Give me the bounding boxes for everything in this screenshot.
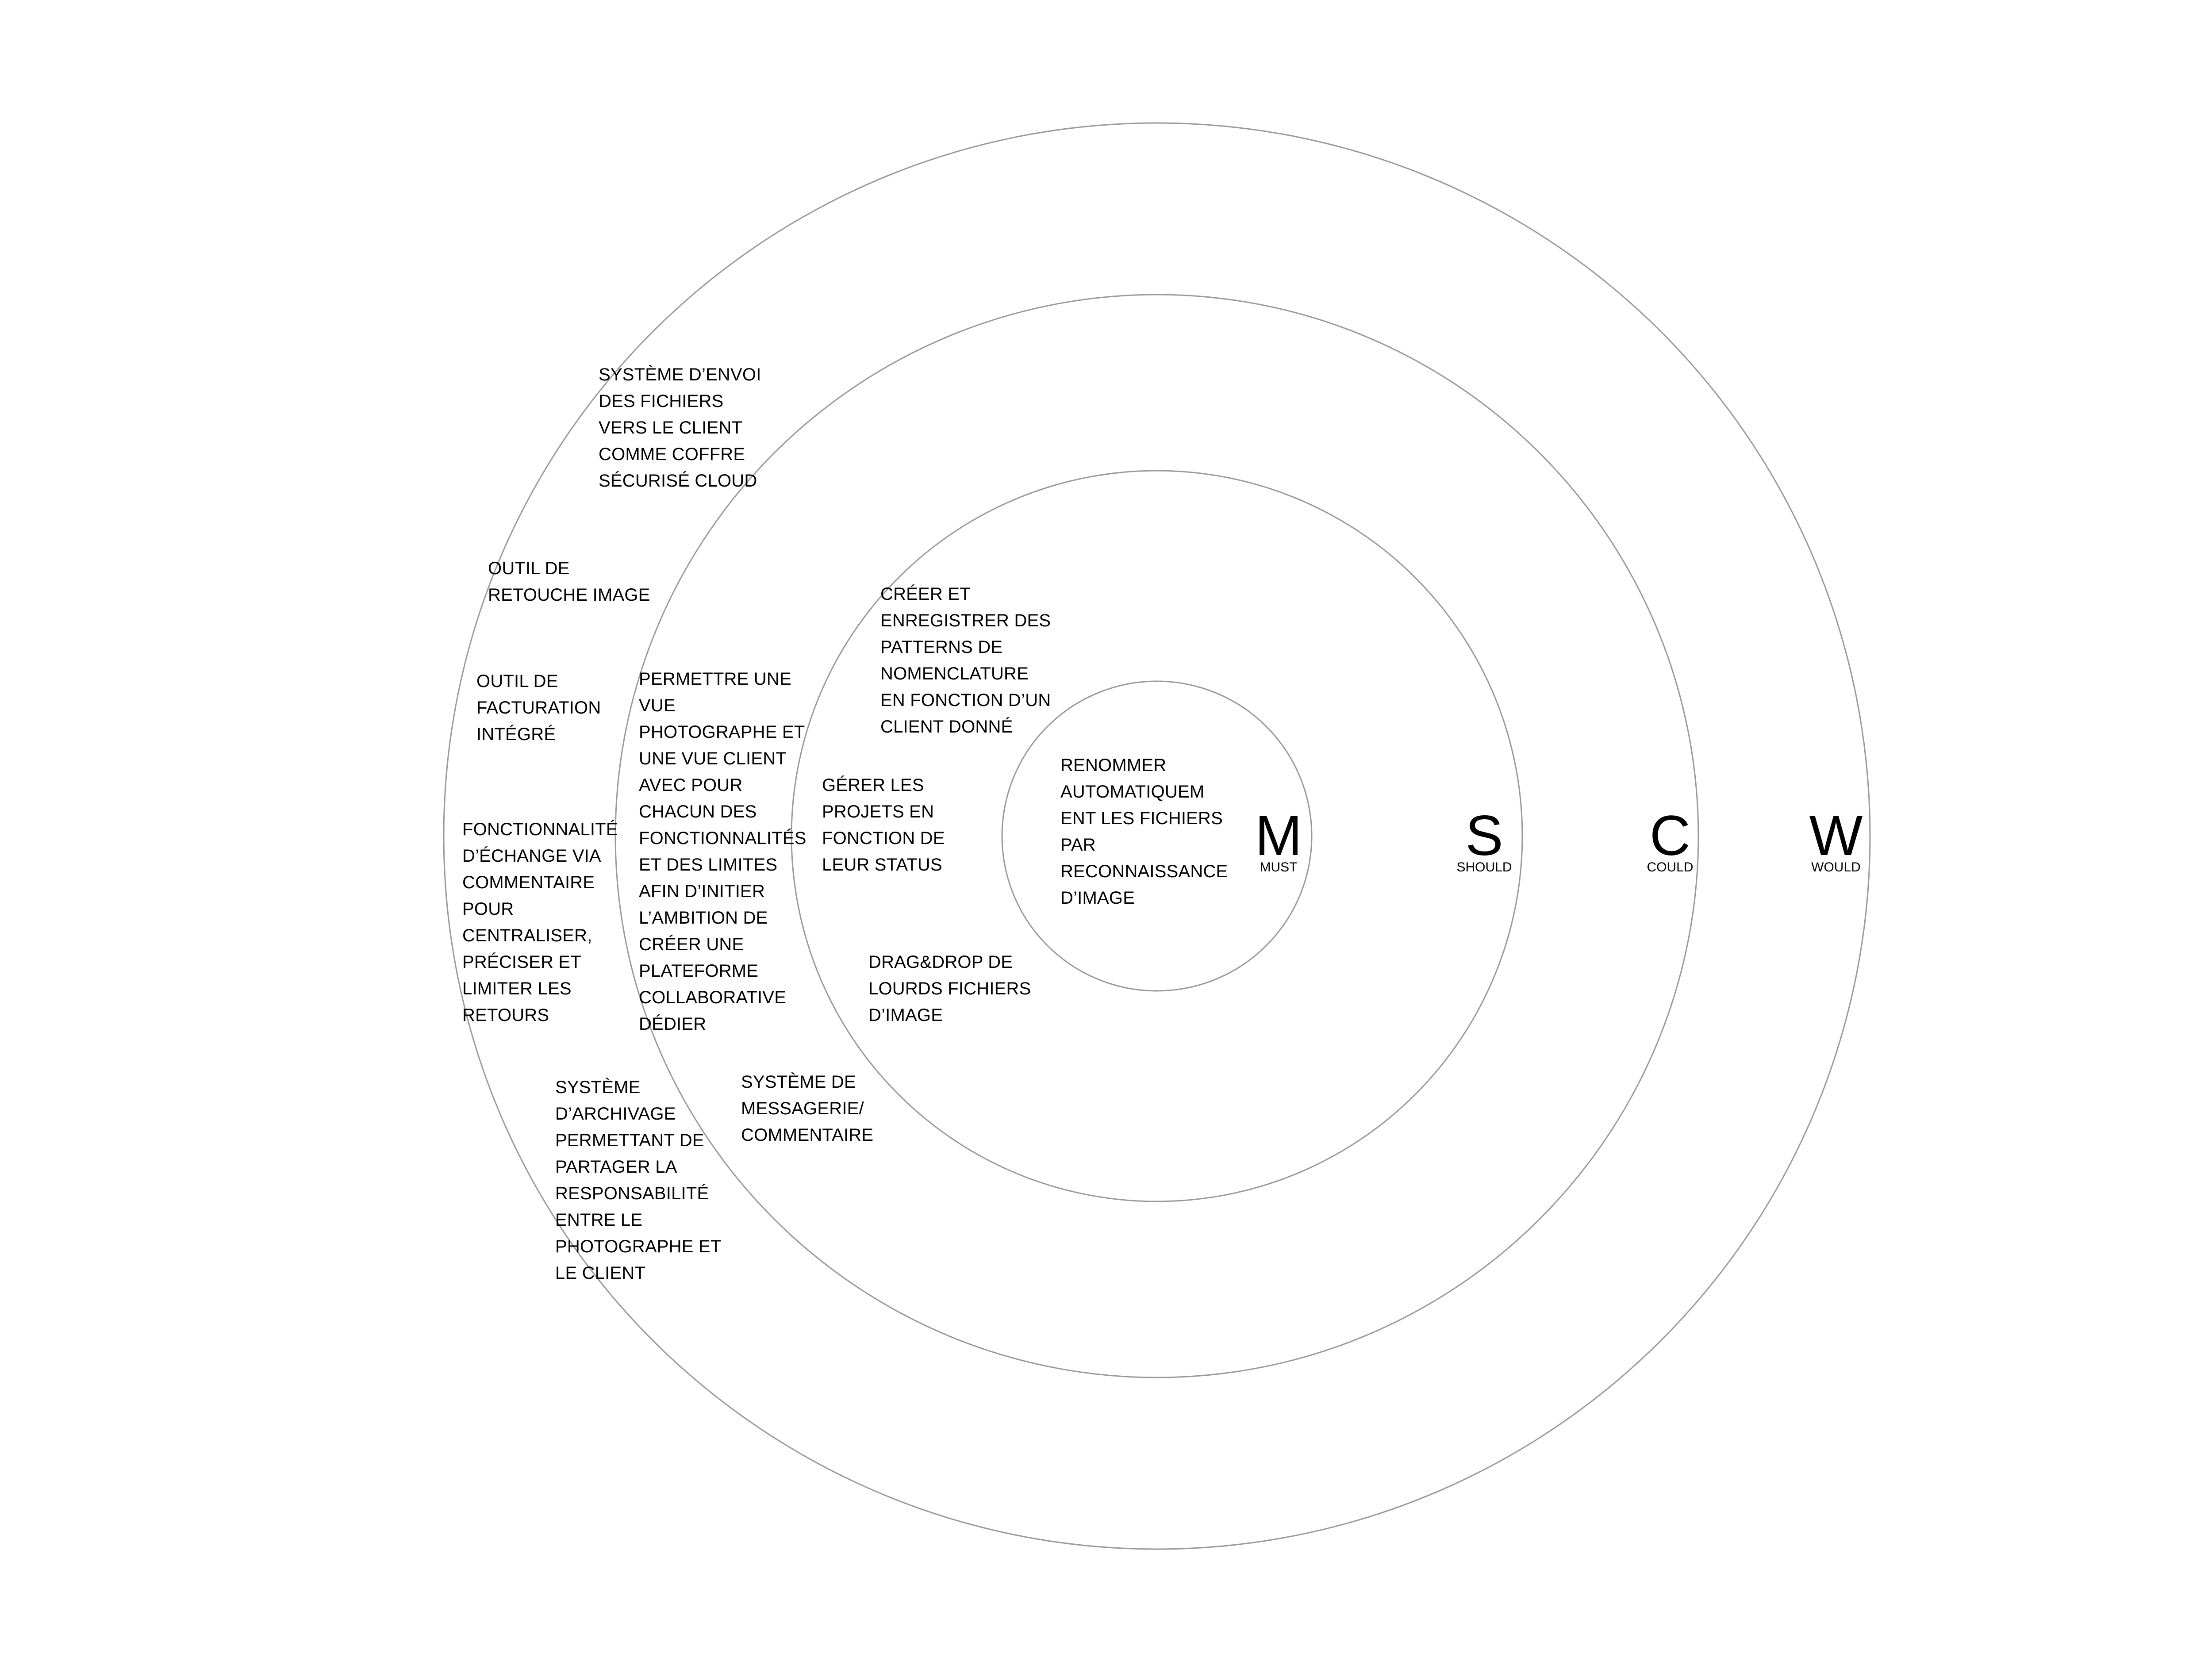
would-item-retouch-tool: OUTIL DE RETOUCHE IMAGE: [488, 559, 650, 605]
would-item-comment-exchange: FONCTIONNALITÉ D’ÉCHANGE VIA COMMENTAIRE…: [462, 820, 618, 1025]
ring-should: [791, 470, 1523, 1202]
would-item-cloud-delivery: SYSTÈME D’ENVOI DES FICHIERS VERS LE CLI…: [599, 365, 761, 491]
ring-must: [1001, 680, 1313, 992]
ring-could: [614, 294, 1699, 1378]
level-letter-would: W: [1809, 804, 1863, 867]
should-item-drag-drop: DRAG&DROP DE LOURDS FICHIERS D’IMAGE: [868, 952, 1031, 1025]
would-item-archiving: SYSTÈME D’ARCHIVAGE PERMETTANT DE PARTAG…: [555, 1078, 722, 1283]
ring-would: [443, 122, 1871, 1550]
level-word-should: SHOULD: [1456, 860, 1512, 875]
would-item-billing-tool: OUTIL DE FACTURATION INTÉGRÉ: [476, 671, 601, 744]
should-item-project-status: GÉRER LES PROJETS EN FONCTION DE LEUR ST…: [822, 775, 945, 875]
could-item-messaging: SYSTÈME DE MESSAGERIE/ COMMENTAIRE: [741, 1072, 874, 1145]
level-letter-could: C: [1649, 804, 1691, 867]
level-word-would: WOULD: [1811, 860, 1861, 875]
level-word-could: COULD: [1647, 860, 1694, 875]
level-letter-must: M: [1255, 804, 1302, 867]
could-item-photographer-client-views: PERMETTRE UNE VUE PHOTOGRAPHE ET UNE VUE…: [639, 669, 806, 1034]
must-item-rename-files: RENOMMER AUTOMATIQUEM ENT LES FICHIERS P…: [1060, 756, 1228, 908]
level-word-must: MUST: [1260, 860, 1298, 875]
level-letter-should: S: [1465, 804, 1503, 867]
should-item-naming-patterns: CRÉER ET ENREGISTRER DES PATTERNS DE NOM…: [880, 584, 1051, 737]
